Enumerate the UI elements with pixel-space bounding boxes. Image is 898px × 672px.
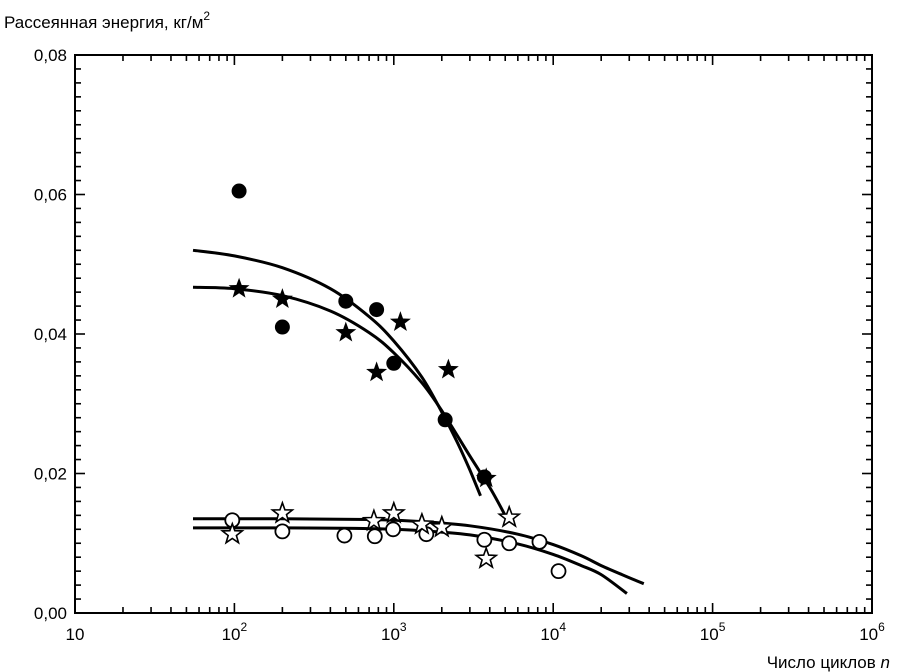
x-axis-title: Число циклов n [767, 653, 890, 672]
open-circle-marker [366, 528, 383, 545]
filled-star-marker [271, 288, 293, 308]
open-circle-marker [336, 527, 353, 544]
open-circle-marker [501, 535, 518, 552]
x-tick-label-exponent: 2 [241, 620, 248, 634]
x-tick-label-base: 10 [66, 625, 85, 644]
x-tick-label-exponent: 3 [400, 620, 407, 634]
open-star-marker [220, 521, 245, 545]
open-circle-marker [550, 563, 567, 580]
y-tick-label: 0,02 [34, 465, 67, 484]
open-star-marker [381, 500, 407, 524]
x-tick-label: 10 [66, 625, 85, 644]
filled-circle-marker [274, 319, 290, 335]
open-star-marker [409, 511, 435, 535]
svg-text:Число циклов n: Число циклов n [767, 653, 890, 672]
x-tick-label-base: 10 [381, 625, 400, 644]
x-tick-label: 106 [859, 620, 885, 644]
y-tick-label: 0,06 [34, 186, 67, 205]
filled-star-marker [437, 358, 459, 379]
open-star-marker [429, 514, 455, 538]
filled-circle-marker [386, 355, 402, 371]
filled-circle-marker [231, 183, 247, 199]
filled-star-marker [335, 321, 357, 342]
open-circle-marker [274, 523, 291, 540]
x-tick-labels: 10 102 103 104 105 106 [66, 620, 886, 644]
open-star-marker [473, 545, 499, 570]
open-circle-marker [531, 533, 548, 550]
x-tick-label-exponent: 5 [719, 620, 726, 634]
open-star-marker [361, 507, 387, 532]
x-tick-label-base: 10 [540, 625, 559, 644]
filled-star-marker [366, 361, 388, 382]
x-tick-label-base: 10 [222, 625, 241, 644]
filled-circle-marker [338, 293, 354, 309]
x-tick-label-exponent: 4 [559, 620, 566, 634]
svg-text:Рассеянная энергия, кг/м2: Рассеянная энергия, кг/м2 [4, 9, 210, 32]
y-axis-title-text: Рассеянная энергия, кг/м [4, 13, 203, 32]
x-tick-label: 104 [540, 620, 566, 644]
y-tick-labels: 0,00 0,02 0,04 0,06 0,08 [34, 46, 67, 623]
fit-curve [192, 285, 507, 517]
filled-star-marker [475, 467, 497, 488]
fit-curves [192, 248, 645, 595]
x-tick-label-base: 10 [700, 625, 719, 644]
open-circle-marker [385, 521, 402, 538]
open-circle-marker [476, 531, 493, 548]
axis-ticks [74, 54, 872, 614]
open-star-marker [497, 504, 522, 528]
fit-curve [192, 517, 645, 586]
x-tick-label: 105 [700, 620, 726, 644]
x-tick-label: 102 [222, 620, 248, 644]
x-tick-label-base: 10 [859, 625, 878, 644]
x-axis-title-variable: n [881, 653, 890, 672]
fit-curve [192, 526, 628, 595]
x-tick-label: 103 [381, 620, 407, 644]
y-axis-title: Рассеянная энергия, кг/м2 [4, 9, 210, 32]
y-tick-label: 0,00 [34, 604, 67, 623]
y-axis-title-superscript: 2 [203, 9, 210, 23]
fit-curve [192, 248, 482, 497]
y-tick-label: 0,08 [34, 46, 67, 65]
filled-star-marker [389, 311, 411, 331]
filled-circle-marker [369, 302, 385, 318]
filled-star-marker [228, 277, 250, 298]
y-tick-label: 0,04 [34, 325, 67, 344]
open-star-marker [270, 500, 295, 524]
filled-circle-marker [437, 412, 453, 428]
x-tick-label-exponent: 6 [878, 620, 885, 634]
x-axis-title-text: Число циклов [767, 653, 876, 672]
data-markers [220, 183, 567, 580]
